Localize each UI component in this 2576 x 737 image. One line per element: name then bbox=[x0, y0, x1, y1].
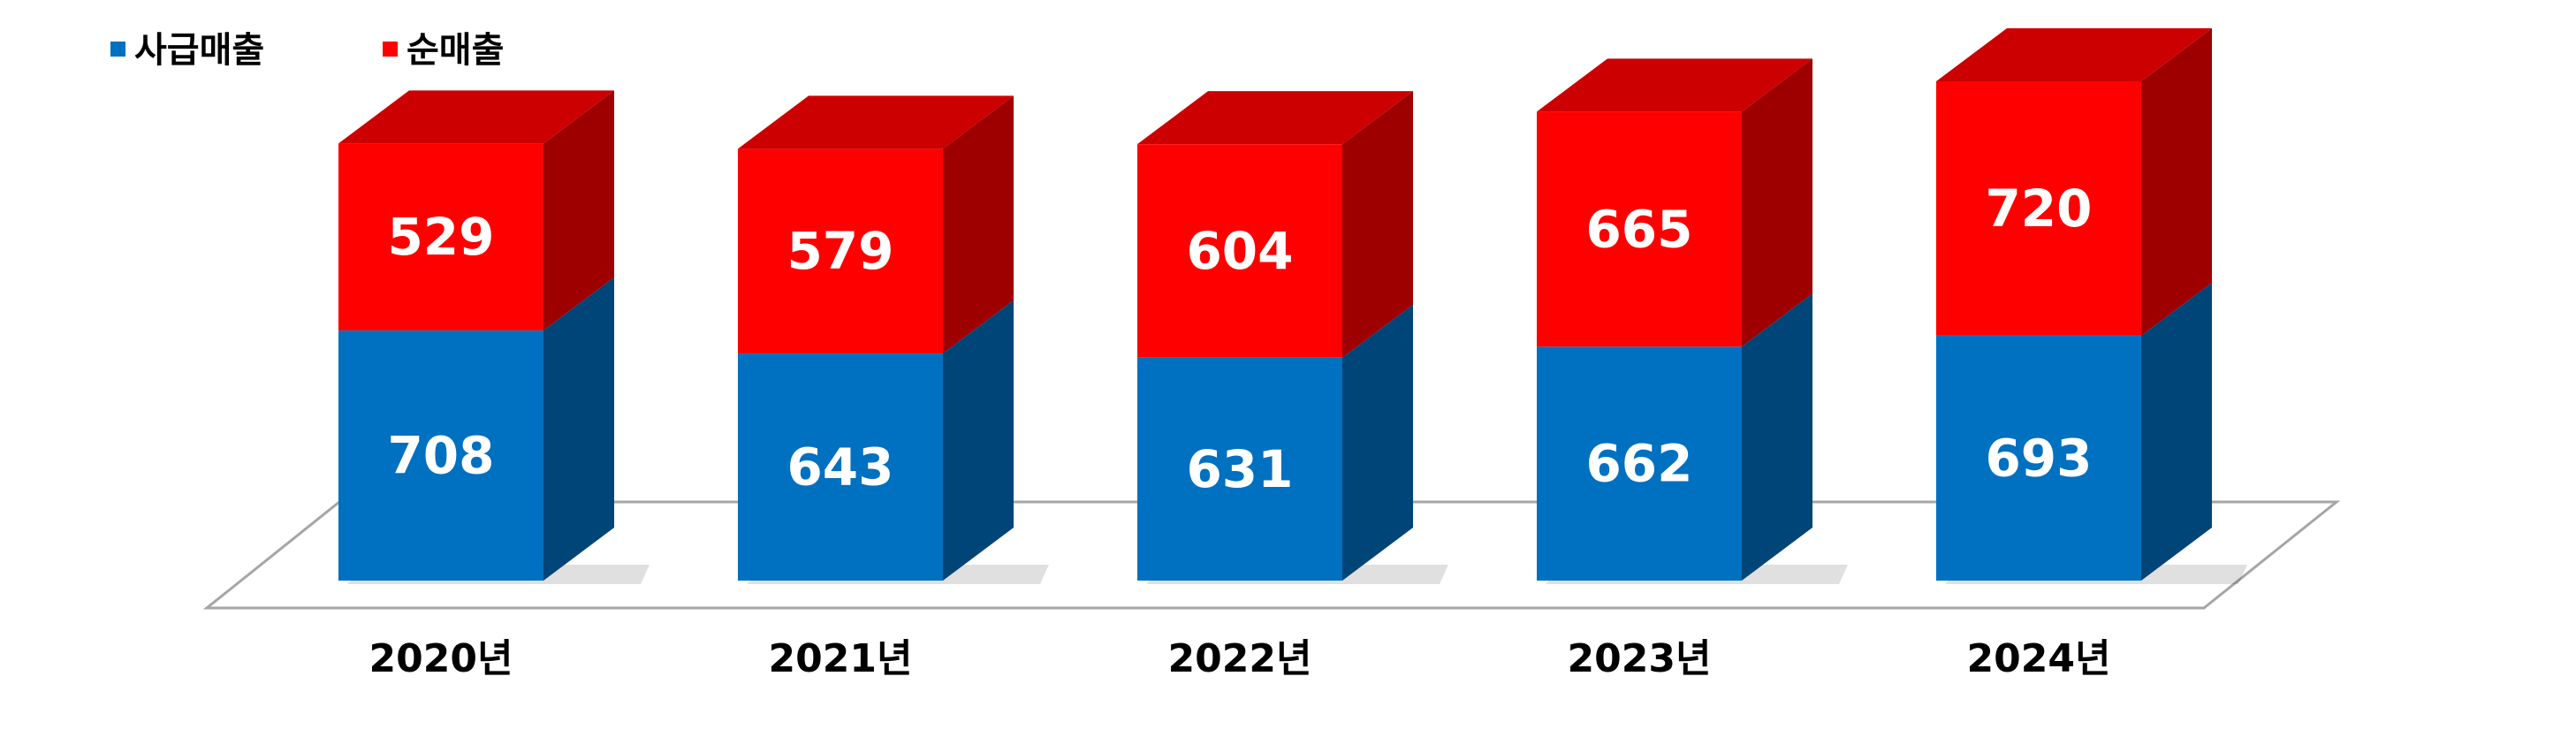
x-tick-label-2021년: 2021년 bbox=[769, 636, 913, 681]
bar-side-순매출-2023년 bbox=[1742, 58, 1812, 347]
data-label-사급매출-2021년: 643 bbox=[786, 437, 893, 497]
data-label-사급매출-2020년: 708 bbox=[387, 425, 494, 485]
bar-side-순매출-2021년 bbox=[943, 95, 1014, 353]
bar-top-순매출-2020년 bbox=[338, 90, 614, 144]
data-label-사급매출-2022년: 631 bbox=[1186, 439, 1293, 499]
bar-순매출-2023년 bbox=[1537, 111, 1742, 347]
x-axis-labels: 2020년 2021년 2022년 2023년 2024년 bbox=[369, 636, 2111, 681]
bar-side-순매출-2024년 bbox=[2141, 28, 2212, 336]
bar-top-순매출-2022년 bbox=[1137, 91, 1413, 145]
data-label-사급매출-2023년: 662 bbox=[1585, 434, 1692, 494]
bar-사급매출-2024년 bbox=[1936, 335, 2141, 581]
legend-label-sun: 순매출 bbox=[407, 30, 504, 71]
legend-swatch-sagup bbox=[110, 42, 125, 57]
bar-사급매출-2020년 bbox=[338, 330, 543, 581]
bar-top-순매출-2021년 bbox=[738, 95, 1014, 149]
bar-사급매출-2021년 bbox=[738, 353, 943, 581]
bar-side-사급매출-2022년 bbox=[1342, 304, 1413, 581]
bar-순매출-2020년 bbox=[338, 143, 543, 331]
x-tick-label-2020년: 2020년 bbox=[369, 636, 513, 681]
x-tick-label-2022년: 2022년 bbox=[1168, 636, 1312, 681]
data-label-순매출-2022년: 604 bbox=[1186, 221, 1293, 281]
bar-side-사급매출-2024년 bbox=[2141, 282, 2212, 581]
bar-순매출-2024년 bbox=[1936, 81, 2141, 336]
data-label-순매출-2020년: 529 bbox=[387, 207, 494, 267]
bar-side-순매출-2020년 bbox=[543, 90, 614, 331]
bar-순매출-2022년 bbox=[1137, 144, 1342, 358]
bar-사급매출-2022년 bbox=[1137, 357, 1342, 581]
bar-순매출-2021년 bbox=[738, 148, 943, 353]
x-tick-label-2024년: 2024년 bbox=[1967, 636, 2111, 681]
bar-top-순매출-2023년 bbox=[1537, 58, 1812, 112]
legend-swatch-sun bbox=[383, 42, 398, 57]
bar-side-순매출-2022년 bbox=[1342, 91, 1413, 358]
bar-사급매출-2023년 bbox=[1537, 346, 1742, 581]
data-label-순매출-2023년: 665 bbox=[1585, 199, 1692, 259]
bar-side-사급매출-2023년 bbox=[1742, 293, 1812, 581]
data-label-사급매출-2024년: 693 bbox=[1985, 428, 2092, 488]
data-label-순매출-2024년: 720 bbox=[1985, 179, 2092, 239]
legend: 사급매출 순매출 bbox=[110, 30, 504, 71]
bar-top-순매출-2024년 bbox=[1936, 28, 2212, 81]
bar-side-사급매출-2020년 bbox=[543, 277, 614, 581]
x-tick-label-2023년: 2023년 bbox=[1568, 636, 1712, 681]
data-label-순매출-2021년: 579 bbox=[786, 221, 893, 281]
legend-label-sagup: 사급매출 bbox=[134, 30, 264, 71]
bars-group: 708 529 643 579 631 604 662 665 693 720 bbox=[338, 28, 2247, 584]
bar-side-사급매출-2021년 bbox=[943, 300, 1014, 581]
